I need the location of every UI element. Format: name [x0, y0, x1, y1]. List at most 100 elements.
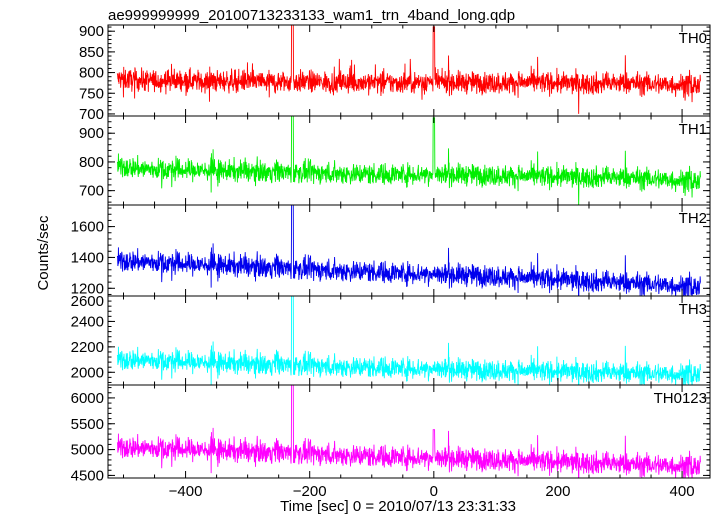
panel-th1: 700 800 900 TH1	[79, 115, 711, 206]
ytick-label-th0123-3: 6000	[71, 390, 104, 407]
ytick-label-th0123-0: 4500	[71, 467, 104, 484]
point-th0-18	[595, 83, 596, 84]
panel-label-th3: TH3	[679, 301, 707, 318]
ytick-label-th0123-2: 5500	[71, 416, 104, 433]
ytick-label-th1-2: 900	[79, 125, 104, 142]
trace-th3	[116, 296, 701, 385]
point-th3-4	[241, 363, 242, 364]
point-th0-4	[241, 80, 242, 81]
point-th1-13	[439, 174, 440, 175]
chart-title: ae999999999_20100713233133_wam1_trn_4ban…	[108, 7, 515, 24]
point-th3-16	[533, 370, 534, 371]
trace-th0123	[116, 385, 701, 478]
ytick-label-th2-0: 1200	[71, 280, 104, 297]
ytick-label-th3-0: 2000	[71, 364, 104, 381]
point-th0123-10	[396, 456, 397, 457]
point-th3-12	[433, 367, 434, 368]
point-th3-3	[210, 362, 211, 363]
point-th1-4	[241, 171, 242, 172]
ytick-label-th0-4: 900	[79, 23, 104, 40]
point-th2-0	[117, 260, 118, 261]
point-th1-22	[700, 181, 701, 182]
point-th1-1	[148, 169, 149, 170]
point-th1-18	[595, 177, 596, 178]
point-th0-3	[210, 81, 211, 82]
point-th0123-5	[272, 452, 273, 453]
point-th0-1	[148, 80, 149, 81]
ytick-label-th3-1: 2200	[71, 339, 104, 356]
point-th3-18	[595, 372, 596, 373]
point-th3-5	[272, 364, 273, 365]
xtick-label-2: 0	[430, 483, 438, 500]
point-th0123-18	[595, 462, 596, 463]
point-th1-6	[290, 158, 291, 159]
point-th0123-20	[657, 464, 658, 465]
point-th2-2	[179, 263, 180, 264]
point-th0123-4	[241, 451, 242, 452]
point-th0123-22	[700, 467, 701, 468]
point-th3-20	[657, 373, 658, 374]
point-th1-12	[433, 164, 434, 165]
point-th0123-19	[626, 463, 627, 464]
point-th1-14	[470, 174, 471, 175]
point-th2-4	[241, 265, 242, 266]
point-th2-16	[533, 278, 534, 279]
ytick-label-th2-2: 1600	[71, 219, 104, 236]
point-th0123-13	[439, 457, 440, 458]
point-th3-11	[427, 368, 428, 369]
trace-th2	[116, 205, 701, 296]
point-th0-20	[657, 84, 658, 85]
point-th0123-17	[564, 461, 565, 462]
point-th3-8	[334, 366, 335, 367]
point-th2-15	[501, 276, 502, 277]
ytick-label-th0-1: 750	[79, 85, 104, 102]
point-th2-1	[148, 261, 149, 262]
point-th2-20	[657, 284, 658, 285]
point-th1-19	[626, 177, 627, 178]
point-th3-19	[626, 372, 627, 373]
point-th2-18	[595, 281, 596, 282]
point-th0-15	[501, 82, 502, 83]
point-th0-0	[117, 78, 118, 79]
point-th1-21	[688, 180, 689, 181]
point-th0123-7	[303, 453, 304, 454]
point-th2-3	[210, 265, 211, 266]
ytick-label-th3-2: 2400	[71, 313, 104, 330]
point-th2-11	[427, 273, 428, 274]
point-th0123-9	[365, 455, 366, 456]
point-th1-3	[210, 170, 211, 171]
point-th0-10	[396, 82, 397, 83]
ytick-label-th0-0: 700	[79, 106, 104, 123]
point-th3-7	[303, 365, 304, 366]
xtick-label-4: 400	[670, 483, 695, 500]
ytick-label-th3-3: 2600	[71, 293, 104, 310]
xtick-label-3: 200	[545, 483, 570, 500]
point-th2-21	[688, 286, 689, 287]
panel-label-th1: TH1	[679, 121, 707, 138]
point-th0-16	[533, 81, 534, 82]
point-th2-6	[290, 249, 291, 250]
point-th1-2	[179, 169, 180, 170]
point-th1-11	[427, 173, 428, 174]
trace-th0	[116, 25, 701, 114]
point-th0123-15	[501, 459, 502, 460]
point-th2-5	[272, 267, 273, 268]
point-th0-6	[290, 80, 291, 81]
frame-th0123	[107, 384, 711, 479]
ytick-label-th1-1: 800	[79, 154, 104, 171]
panel-th0123: 4500 5000 5500 6000 TH0123	[71, 384, 711, 484]
point-th3-21	[688, 374, 689, 375]
point-th1-0	[117, 166, 118, 167]
point-th2-19	[626, 282, 627, 283]
point-th0-9	[365, 81, 366, 82]
ytick-label-th0123-1: 5000	[71, 442, 104, 459]
point-th2-12	[433, 271, 434, 272]
ytick-label-th0-2: 800	[79, 65, 104, 82]
point-th2-22	[700, 287, 701, 288]
point-th1-16	[533, 176, 534, 177]
panels-group: 700 750 800 850 900 TH0 700 800 900 TH1 1200 1400 16…	[71, 23, 711, 500]
point-th0123-14	[470, 458, 471, 459]
point-th1-7	[303, 172, 304, 173]
panel-th2: 1200 1400 1600 TH2	[71, 204, 711, 297]
